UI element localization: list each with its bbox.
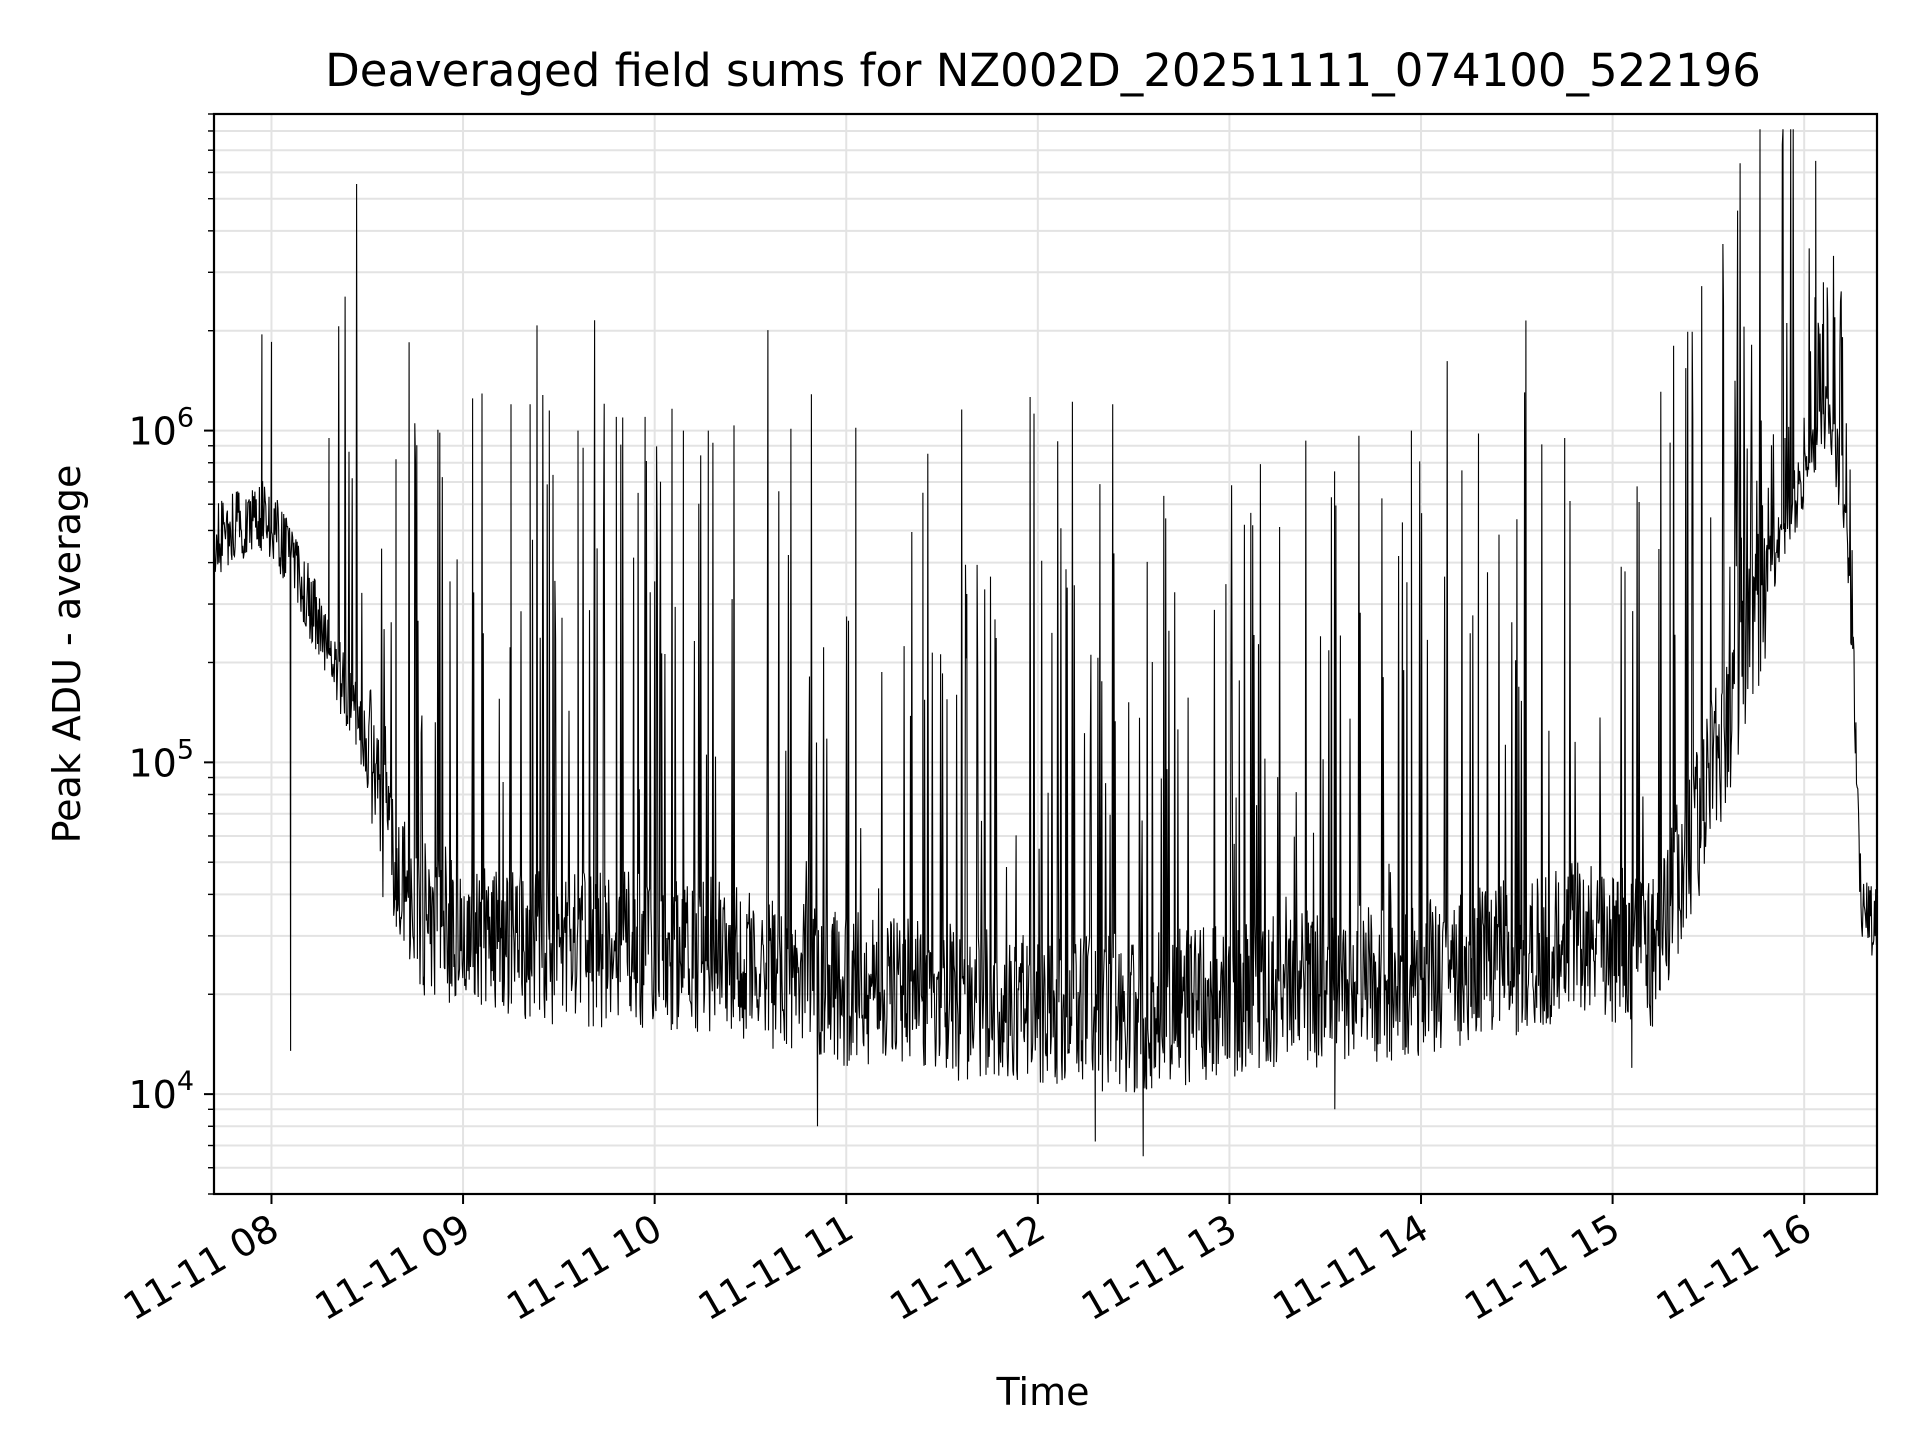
x-axis-label: Time <box>996 1370 1090 1414</box>
series-group <box>214 129 1877 1157</box>
y-tick-label: 104 <box>128 1066 194 1117</box>
y-tick-exponent: 4 <box>177 1066 194 1097</box>
y-tick-exponent: 5 <box>177 734 194 765</box>
y-tick-base: 10 <box>128 741 176 785</box>
chart-title: Deaveraged field sums for NZ002D_2025111… <box>325 44 1761 97</box>
y-tick-label: 105 <box>128 734 194 785</box>
y-tick-base: 10 <box>128 1073 176 1117</box>
series-line <box>214 129 1877 1157</box>
y-tick-label: 106 <box>128 403 194 454</box>
plot-area-frame <box>212 112 1879 1196</box>
y-tick-base: 10 <box>128 410 176 454</box>
y-tick-exponent: 6 <box>177 403 194 434</box>
y-axis-label: Peak ADU - average <box>45 465 89 844</box>
